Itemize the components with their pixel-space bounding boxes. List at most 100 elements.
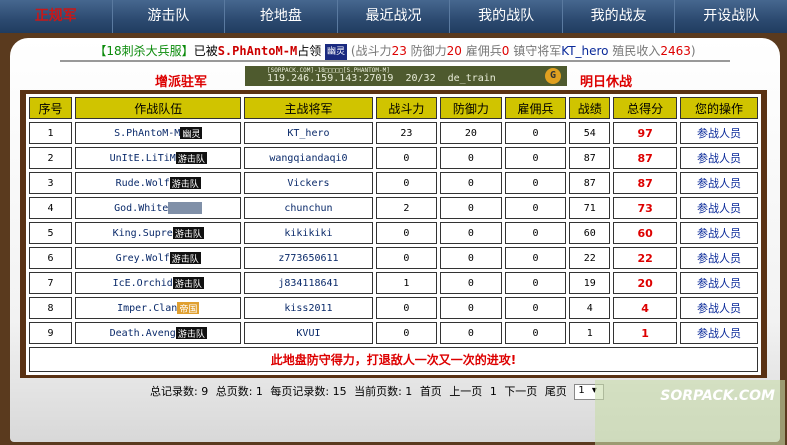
total-score: 60 — [613, 222, 677, 244]
attack-text: 0 — [403, 302, 410, 314]
defense-text: 0 — [467, 302, 474, 314]
label: 殖民收入 — [608, 44, 661, 58]
server-name: 【18刺杀大兵服】 — [94, 44, 194, 58]
mercenaries-text: 0 — [532, 302, 539, 314]
general-name-text: kikikiki — [284, 227, 333, 239]
row-number-text: 7 — [47, 277, 54, 289]
mercenaries: 0 — [504, 222, 567, 244]
nav-item[interactable]: 最近战况 — [338, 0, 451, 33]
last-page-link[interactable]: 尾页 — [544, 385, 567, 398]
mercenaries: 0 — [504, 322, 567, 344]
row-number-text: 8 — [47, 302, 54, 314]
participants-link[interactable]: 参战人员 — [679, 197, 758, 219]
next-page-link[interactable]: 下一页 — [504, 385, 538, 398]
attack: 2 — [375, 197, 438, 219]
participants-link[interactable]: 参战人员 — [679, 247, 758, 269]
participants-link[interactable]: 参战人员 — [679, 172, 758, 194]
page-link[interactable]: 1 — [489, 385, 497, 398]
table-row: 3 Rude.Wolf 游击队 Vickers 0 0 0 87 87 参战人员 — [29, 172, 758, 194]
general-name-text: chunchun — [284, 202, 333, 214]
team-name[interactable]: Death.Aveng 游击队 — [75, 322, 242, 344]
general-value[interactable]: KT_hero — [561, 44, 609, 58]
team-name[interactable]: Imper.Clan 帝国 — [75, 297, 242, 319]
mercenaries-text: 0 — [532, 127, 539, 139]
team-name[interactable]: God.White — [75, 197, 242, 219]
participants-link-text: 参战人员 — [696, 127, 741, 140]
nav-item[interactable]: 我的战友 — [563, 0, 676, 33]
truce-button[interactable]: 明日休战 — [580, 75, 633, 90]
reinforce-button[interactable]: 增派驻军 — [155, 75, 208, 90]
mercenaries-text: 0 — [532, 177, 539, 189]
defense-text: 0 — [467, 277, 474, 289]
record-text: 87 — [583, 152, 596, 164]
defense-text: 0 — [467, 227, 474, 239]
participants-link[interactable]: 参战人员 — [679, 272, 758, 294]
defense: 0 — [440, 172, 502, 194]
prev-page-link[interactable]: 上一页 — [449, 385, 483, 398]
record-text: 71 — [583, 202, 596, 214]
participants-link[interactable]: 参战人员 — [679, 322, 758, 344]
column-header: 序号 — [29, 97, 73, 119]
top-nav: 正规军 游击队 抢地盘 最近战况 我的战队 我的战友 开设战队 — [0, 0, 787, 33]
nav-item[interactable]: 我的战队 — [450, 0, 563, 33]
team-badge-icon: 游击队 — [169, 177, 201, 190]
mercenaries-text: 0 — [532, 327, 539, 339]
record: 87 — [569, 172, 611, 194]
pagination: 总记录数: 9 总页数: 1 每页记录数: 15 当前页数: 1 首页 上一页 … — [150, 383, 608, 400]
team-badge-icon: 游击队 — [175, 327, 207, 340]
row-number-text: 1 — [47, 127, 54, 139]
nav-item[interactable]: 抢地盘 — [225, 0, 338, 33]
first-page-link[interactable]: 首页 — [419, 385, 442, 398]
team-name[interactable]: Rude.Wolf 游击队 — [75, 172, 242, 194]
team-name[interactable]: IcE.Orchid 游击队 — [75, 272, 242, 294]
defense-text: 20 — [464, 127, 477, 139]
participants-link[interactable]: 参战人员 — [679, 297, 758, 319]
participants-link[interactable]: 参战人员 — [679, 147, 758, 169]
team-name[interactable]: Grey.Wolf 游击队 — [75, 247, 242, 269]
defense: 0 — [440, 297, 502, 319]
total-score-text: 1 — [641, 326, 649, 340]
attack: 0 — [375, 222, 438, 244]
general-name: j834118641 — [244, 272, 373, 294]
label: (战斗力 — [350, 44, 392, 58]
attack-text: 0 — [403, 177, 410, 189]
nav-item[interactable]: 正规军 — [0, 0, 113, 33]
team-name-text: King.Supre — [112, 228, 173, 239]
team-name-text: Death.Aveng — [109, 328, 176, 339]
defense: 0 — [440, 322, 502, 344]
defense-text: 0 — [467, 252, 474, 264]
participants-link-text: 参战人员 — [696, 177, 741, 190]
table-row: 2 UnItE.LiTiM 游击队 wangqiandaqi0 0 0 0 87 87 参战人员 — [29, 147, 758, 169]
general-name: Vickers — [244, 172, 373, 194]
participants-link[interactable]: 参战人员 — [679, 222, 758, 244]
nav-item[interactable]: 游击队 — [113, 0, 226, 33]
general-name: kiss2011 — [244, 297, 373, 319]
mercenaries-text: 0 — [532, 227, 539, 239]
team-name[interactable]: King.Supre 游击队 — [75, 222, 242, 244]
column-header: 作战队伍 — [75, 97, 242, 119]
total-score: 73 — [613, 197, 677, 219]
mercenaries: 0 — [504, 247, 567, 269]
text: 占领 — [297, 44, 322, 58]
participants-link-text: 参战人员 — [696, 302, 741, 315]
row-number-text: 6 — [47, 252, 54, 264]
team-name[interactable]: UnItE.LiTiM 游击队 — [75, 147, 242, 169]
server-players: 20/32 — [405, 73, 436, 84]
attack: 0 — [375, 322, 438, 344]
general-name-text: kiss2011 — [284, 302, 333, 314]
general-name: z773650611 — [244, 247, 373, 269]
record-text: 87 — [583, 177, 596, 189]
defense-text: 0 — [467, 327, 474, 339]
current-page: 当前页数: 1 — [354, 385, 413, 398]
occupying-team[interactable]: S.PhAntoM-M — [217, 44, 298, 58]
table-row: 4 God.White chunchun 2 0 0 71 73 参战人员 — [29, 197, 758, 219]
team-badge-icon — [168, 202, 203, 214]
total-score-text: 87 — [637, 151, 653, 165]
teams-table: 序号 作战队伍 主战将军 战斗力 防御力 雇佣兵 战绩 总得分 您的操作 1 S.PhAntoM-… — [26, 94, 761, 375]
server-banner[interactable]: [SORPACK.COM]-18□□□□□[S.PHANTOM-M] 119.2… — [245, 66, 567, 86]
nav-item[interactable]: 开设战队 — [703, 8, 760, 24]
attack: 0 — [375, 147, 438, 169]
column-header: 防御力 — [440, 97, 502, 119]
team-name[interactable]: S.PhAntoM-M 幽灵 — [75, 122, 242, 144]
participants-link[interactable]: 参战人员 — [679, 122, 758, 144]
